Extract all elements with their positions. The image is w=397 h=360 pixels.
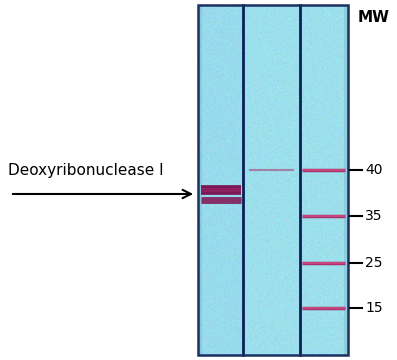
Text: 25: 25 (365, 256, 382, 270)
Text: Deoxyribonuclease I: Deoxyribonuclease I (8, 163, 164, 178)
Text: 40: 40 (365, 163, 382, 177)
Text: 35: 35 (365, 209, 382, 223)
Bar (198, 5, 348, 355)
Text: MW: MW (358, 10, 390, 25)
Text: 15: 15 (365, 301, 383, 315)
